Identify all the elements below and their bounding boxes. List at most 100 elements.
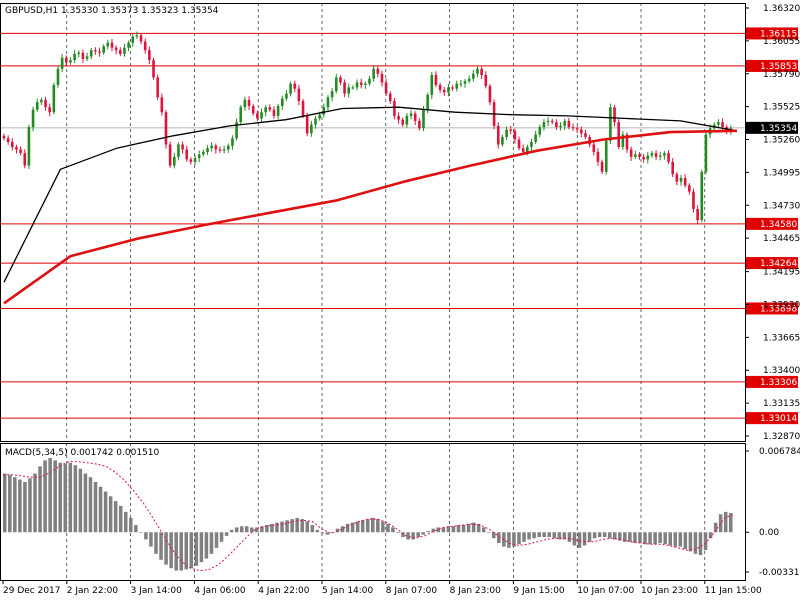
macd-histogram-bar bbox=[260, 526, 264, 533]
macd-histogram-bar bbox=[43, 460, 47, 533]
candle-body bbox=[571, 127, 575, 129]
main-panel-frame bbox=[0, 3, 746, 442]
macd-histogram-bar bbox=[118, 505, 123, 533]
candle-body bbox=[40, 99, 43, 103]
candle-body bbox=[318, 114, 321, 119]
price-tick-label: 1.33930 bbox=[763, 300, 800, 310]
macd-histogram-bar bbox=[486, 532, 491, 533]
macd-histogram-bar bbox=[497, 532, 501, 544]
macd-histogram-bar bbox=[113, 501, 118, 533]
candle-body bbox=[118, 50, 122, 54]
candle-body bbox=[148, 50, 151, 61]
macd-histogram-bar bbox=[33, 473, 37, 533]
candle-body bbox=[226, 145, 230, 150]
price-tick-label: 1.32870 bbox=[763, 432, 800, 442]
macd-histogram-bar bbox=[693, 532, 698, 554]
macd-histogram-bar bbox=[78, 468, 83, 533]
candle-body bbox=[77, 52, 81, 54]
candle-body bbox=[35, 102, 39, 110]
macd-histogram-bar bbox=[315, 529, 320, 533]
macd-histogram-bar bbox=[325, 532, 330, 535]
macd-histogram-bar bbox=[98, 486, 103, 533]
candle-body bbox=[505, 129, 508, 138]
candle-body bbox=[613, 107, 616, 123]
candle-body bbox=[467, 78, 471, 82]
macd-histogram-bar bbox=[391, 527, 395, 533]
level-price-tag bbox=[746, 302, 798, 315]
candle-body bbox=[19, 149, 22, 154]
candle-body bbox=[289, 83, 292, 94]
macd-histogram-bar bbox=[224, 532, 229, 536]
macd-histogram-bar bbox=[365, 519, 370, 533]
candle-body bbox=[239, 107, 243, 123]
candle-body bbox=[222, 149, 226, 151]
macd-histogram-bar bbox=[678, 532, 683, 547]
macd-histogram-bar bbox=[723, 511, 728, 533]
candle-body bbox=[56, 68, 60, 85]
price-tick-label: 1.36055 bbox=[763, 37, 800, 47]
candle-body bbox=[106, 42, 110, 47]
macd-histogram-bar bbox=[360, 520, 365, 533]
macd-histogram-bar bbox=[250, 527, 254, 533]
candle-body bbox=[480, 68, 483, 75]
candle-body bbox=[359, 82, 363, 85]
macd-histogram-bar bbox=[108, 496, 113, 533]
macd-histogram-bar bbox=[144, 532, 148, 540]
macd-histogram-bar bbox=[58, 462, 62, 533]
candle-body bbox=[268, 107, 272, 110]
candle-body bbox=[638, 154, 641, 157]
macd-histogram-bar bbox=[587, 532, 592, 542]
horizontal-levels[interactable]: 1.36115 1.35853 1.34580 1.34264 1.33898 1.333… bbox=[0, 27, 798, 425]
candle-body bbox=[139, 35, 143, 42]
candle-body bbox=[455, 83, 459, 89]
candle-body bbox=[692, 191, 695, 209]
macd-histogram-bar bbox=[381, 521, 385, 533]
macd-panel-frame bbox=[0, 443, 746, 581]
macd-histogram-bar bbox=[355, 521, 360, 533]
macd-histogram-bar bbox=[597, 532, 602, 538]
macd-histogram-bar bbox=[376, 519, 380, 533]
candle-body bbox=[409, 113, 413, 116]
candle-body bbox=[563, 120, 567, 126]
candle-body bbox=[530, 141, 533, 147]
macd-histogram-bar bbox=[633, 532, 637, 544]
macd-histogram-bar bbox=[421, 532, 425, 535]
candle-body bbox=[85, 56, 89, 59]
level-price-label: 1.33306 bbox=[760, 378, 797, 388]
candle-body bbox=[501, 137, 504, 145]
candle-body bbox=[2, 135, 6, 139]
candle-body bbox=[376, 68, 380, 74]
macd-tick-label: 0.00 bbox=[759, 528, 779, 538]
level-price-tag bbox=[746, 217, 798, 230]
candle-body bbox=[251, 106, 255, 114]
macd-histogram-bar bbox=[28, 478, 32, 533]
candle-body bbox=[202, 151, 205, 155]
candle-body bbox=[442, 89, 446, 93]
candle-body bbox=[181, 144, 184, 150]
macd-histogram-bar bbox=[164, 532, 168, 565]
macd-histogram-bar bbox=[426, 531, 431, 533]
candle-body bbox=[384, 82, 388, 94]
candle-body bbox=[592, 144, 596, 152]
macd-histogram-bar bbox=[431, 528, 436, 533]
macd-panel bbox=[3, 457, 735, 572]
candle-body bbox=[451, 87, 454, 89]
macd-histogram-bar bbox=[653, 532, 657, 545]
candle-body bbox=[15, 146, 18, 150]
candle-body bbox=[301, 101, 305, 116]
macd-histogram-bar bbox=[668, 532, 672, 546]
macd-label: MACD(5,34,5) 0.001742 0.001510 bbox=[5, 448, 160, 458]
candle-body bbox=[206, 148, 209, 152]
candle-body bbox=[717, 122, 720, 125]
candle-body bbox=[671, 161, 674, 175]
candle-body bbox=[276, 106, 280, 116]
macd-histogram-bar bbox=[562, 532, 567, 540]
macd-histogram-bar bbox=[345, 523, 350, 533]
macd-histogram-bar bbox=[179, 532, 183, 571]
candle-body bbox=[48, 107, 51, 113]
macd-histogram-bar bbox=[532, 532, 536, 539]
macd-histogram-bar bbox=[512, 532, 516, 547]
macd-histogram-bar bbox=[93, 481, 98, 533]
candle-body bbox=[567, 120, 571, 128]
